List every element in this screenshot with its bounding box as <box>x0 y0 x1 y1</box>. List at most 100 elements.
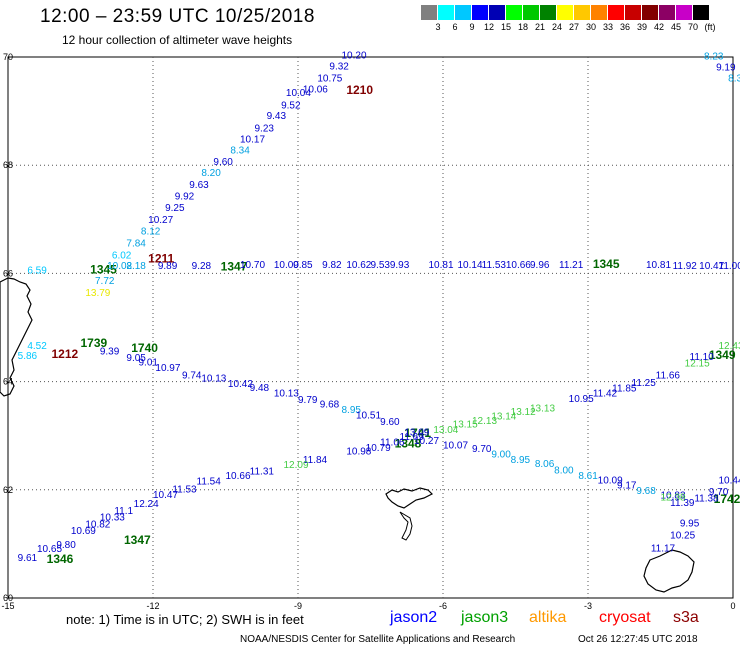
lat-tick-label: 60 <box>3 593 13 603</box>
wave-height-value: 12.13 <box>472 416 497 427</box>
wave-height-value: 9.70 <box>472 444 492 455</box>
pass-time-label: 1347 <box>124 533 151 547</box>
wave-height-value: 10.81 <box>429 260 454 271</box>
pass-time-label: 1212 <box>52 347 79 361</box>
wave-height-value: 10.69 <box>71 526 96 537</box>
track-labels: 10.209.3210.7510.0610.049.529.439.2310.1… <box>18 51 740 566</box>
wave-height-value: 11.25 <box>632 378 657 389</box>
pass-time-label: 1345 <box>593 257 620 271</box>
map-subtitle: 12 hour collection of altimeter wave hei… <box>62 33 293 47</box>
scale-label: 18 <box>517 22 529 32</box>
wave-height-value: 9.95 <box>680 519 700 530</box>
scale-label: 39 <box>636 22 648 32</box>
wave-height-value: 9.05 <box>126 353 146 364</box>
scale-swatch <box>625 5 642 20</box>
legend-jason3: jason3 <box>461 609 509 626</box>
footer-note: note: 1) Time is in UTC; 2) SWH is in fe… <box>66 612 304 627</box>
wave-height-value: 11.39 <box>670 498 695 509</box>
generated-timestamp: Oct 26 12:27:45 UTC 2018 <box>578 634 698 645</box>
lon-tick-label: 0 <box>730 601 735 611</box>
wave-height-value: 12.15 <box>685 358 710 369</box>
scale-swatch <box>642 5 659 20</box>
wave-height-value: 9.60 <box>213 157 233 168</box>
scale-label: 27 <box>568 22 580 32</box>
wave-height-value: 8.00 <box>554 466 574 477</box>
scale-swatch <box>540 5 557 20</box>
wave-height-value: 11.21 <box>559 260 584 271</box>
wave-height-value: 10.83 <box>661 490 686 501</box>
pass-time-label: 1741 <box>404 426 431 440</box>
wave-height-value: 9.82 <box>322 260 342 271</box>
grid-lines <box>7 56 734 599</box>
wave-height-value: 9.85 <box>293 260 313 271</box>
wave-height-value: 11.54 <box>197 476 222 487</box>
map-frame <box>7 56 734 599</box>
scale-label: (ft) <box>704 22 716 32</box>
wave-height-value: 10.82 <box>85 520 110 531</box>
wave-height-value: 11.53 <box>482 260 507 271</box>
scale-swatch <box>608 5 625 20</box>
lon-tick-label: -12 <box>146 601 159 611</box>
wave-height-value: 11.53 <box>172 485 197 496</box>
scale-swatch <box>472 5 489 20</box>
wave-height-value: 10.07 <box>443 441 468 452</box>
wave-height-value: 9.53 <box>371 260 391 271</box>
wave-height-value: 13.09 <box>404 428 429 439</box>
scale-swatch <box>523 5 540 20</box>
wave-height-value: 6.02 <box>112 250 132 261</box>
wave-height-value: 9.00 <box>491 449 511 460</box>
pass-time-label: 1347 <box>221 260 248 274</box>
wave-height-value: 8.12 <box>141 226 161 237</box>
wave-height-value: 10.70 <box>240 260 265 271</box>
legend-cryosat: cryosat <box>599 609 651 626</box>
lon-tick-label: -15 <box>1 601 14 611</box>
scale-label: 21 <box>534 22 546 32</box>
wave-height-value: 10.98 <box>346 447 371 458</box>
wave-height-value: 8.95 <box>342 405 362 416</box>
scale-label: 24 <box>551 22 563 32</box>
wave-height-value: 9.19 <box>716 63 736 74</box>
wave-height-value: 10.00 <box>274 260 299 271</box>
wave-height-value: 11.1 <box>114 506 133 517</box>
pass-time-label: 1739 <box>81 336 108 350</box>
wave-height-value: 10.66 <box>226 471 251 482</box>
map-title: 12:00 – 23:59 UTC 10/25/2018 <box>40 6 315 27</box>
wave-height-value: 10.42 <box>228 379 253 390</box>
wave-height-value: 10.13 <box>274 389 299 400</box>
wave-height-value: 10.79 <box>366 443 391 454</box>
wave-height-value: 13.13 <box>530 403 555 414</box>
wave-height-value: 9.89 <box>158 261 178 272</box>
legend-altika: altika <box>529 609 567 626</box>
wave-height-value: 8.95 <box>511 455 531 466</box>
color-scale: 3 6 9 12 15 18 21 24 27 30 33 36 39 42 45 70 (ft) <box>421 5 716 34</box>
wave-height-value: 8.20 <box>201 168 221 179</box>
scale-swatch <box>438 5 455 20</box>
lon-tick-label: -9 <box>294 601 302 611</box>
wave-height-value: 10.51 <box>356 410 381 421</box>
lat-tick-label: 68 <box>3 160 13 170</box>
wave-height-value: 10.47 <box>699 261 724 272</box>
wave-height-value: 9.79 <box>298 395 318 406</box>
scale-label: 70 <box>687 22 699 32</box>
lat-tick-label: 70 <box>3 52 13 62</box>
scale-label: 6 <box>452 22 458 32</box>
scale-swatch <box>421 5 438 20</box>
wave-height-value: 9.74 <box>182 370 202 381</box>
faroe-south <box>399 511 413 541</box>
scale-label: 12 <box>483 22 495 32</box>
wave-height-value: 9.17 <box>617 481 637 492</box>
coastlines <box>0 277 695 593</box>
scale-label: 9 <box>469 22 475 32</box>
wave-height-value: 11.10 <box>690 352 715 363</box>
scale-swatch <box>574 5 591 20</box>
wave-height-value: 13.15 <box>453 420 478 431</box>
lon-tick-label: -6 <box>439 601 447 611</box>
wave-height-value: 8.23 <box>704 52 724 63</box>
color-scale-boxes <box>421 5 710 20</box>
lat-tick-label: 62 <box>3 485 13 495</box>
iceland-coast <box>0 277 33 397</box>
wave-height-value: 9.60 <box>380 417 400 428</box>
pass-time-label: 1740 <box>131 341 158 355</box>
wave-height-value: 11.17 <box>651 543 676 554</box>
